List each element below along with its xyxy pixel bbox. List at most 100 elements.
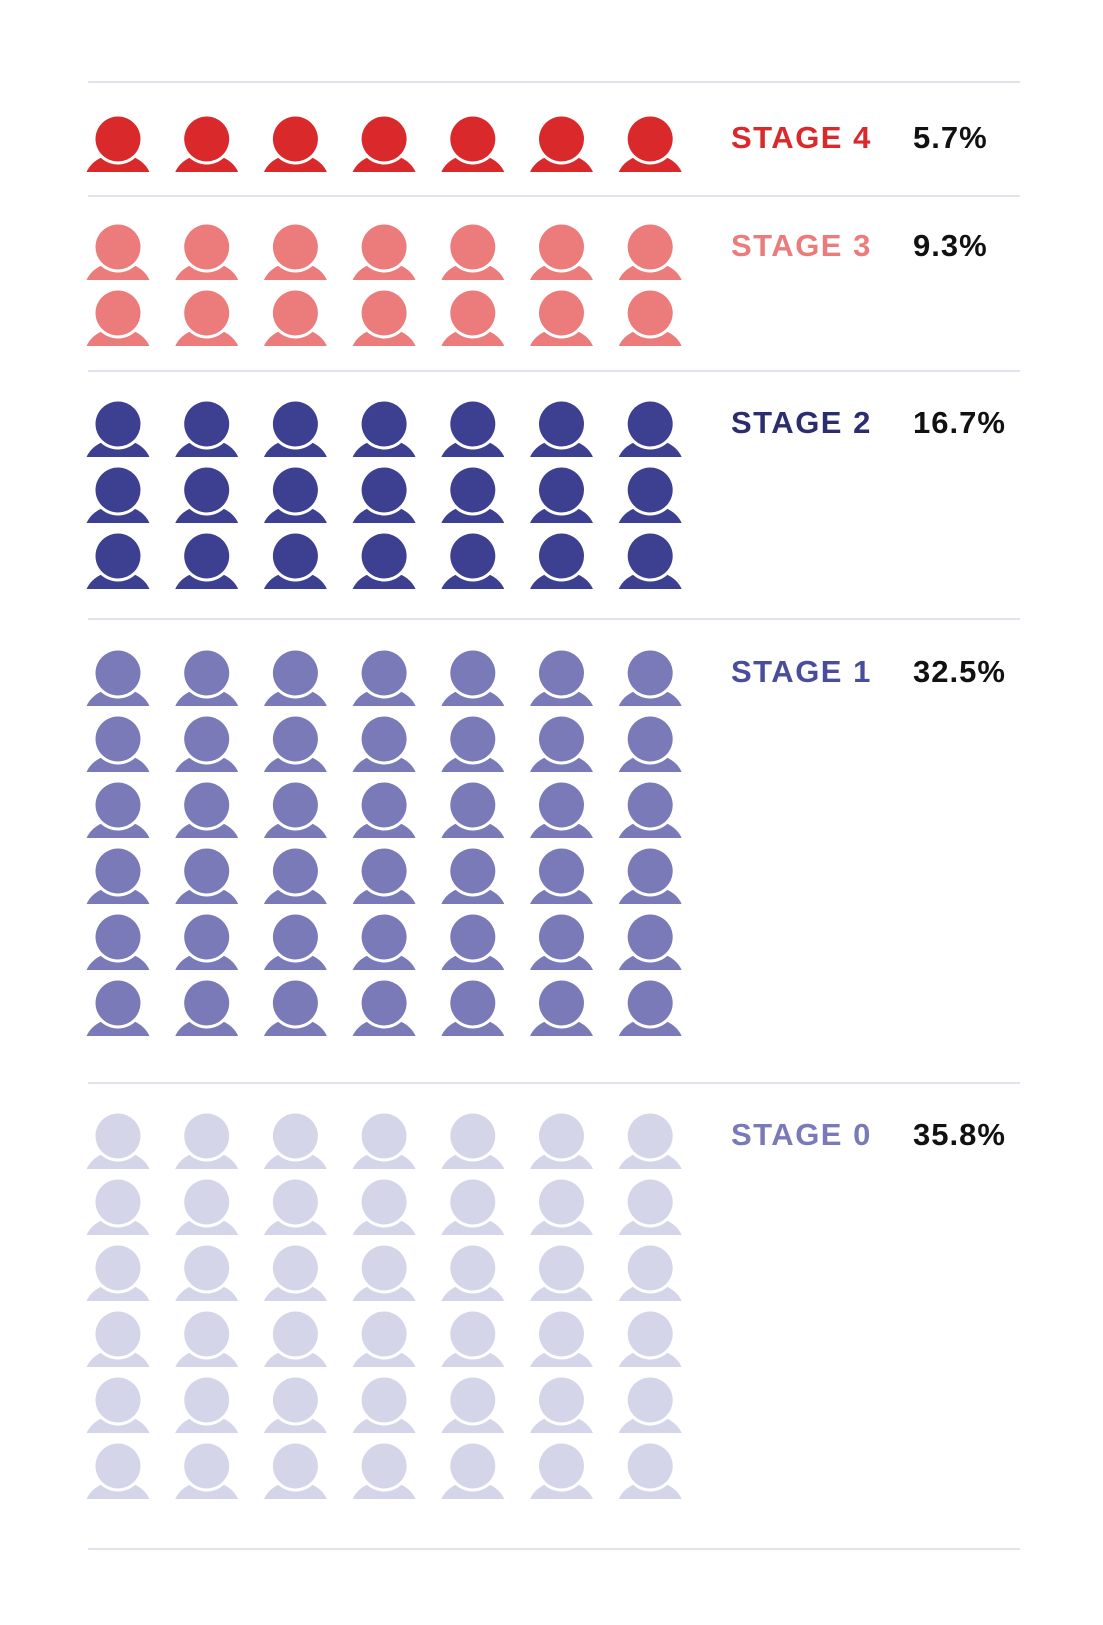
person-icon — [618, 1374, 682, 1433]
stage-value: 5.7% — [913, 120, 988, 155]
person-icon — [530, 779, 593, 838]
person-icon — [264, 398, 327, 457]
person-icon — [264, 911, 327, 970]
person-icon — [441, 1110, 505, 1169]
person-icon — [618, 1176, 682, 1235]
person-icon — [352, 221, 416, 280]
person-icon — [352, 113, 416, 172]
person-icon — [618, 530, 682, 589]
person-icon — [441, 1176, 505, 1235]
person-icon — [441, 221, 505, 280]
person-icon — [175, 1374, 239, 1433]
person-icon — [175, 845, 239, 904]
person-icon — [530, 911, 593, 970]
person-icon — [530, 1176, 593, 1235]
person-icon — [530, 977, 593, 1036]
person-icon — [441, 398, 505, 457]
person-icon — [264, 1374, 327, 1433]
person-icon — [530, 221, 593, 280]
person-icon — [530, 530, 593, 589]
person-icon — [530, 113, 593, 172]
person-icon — [352, 977, 416, 1036]
person-icon — [86, 398, 150, 457]
person-icon — [175, 779, 239, 838]
person-icon — [352, 779, 416, 838]
person-icon — [618, 647, 682, 706]
stage-value: 32.5% — [913, 654, 1006, 689]
person-icon — [264, 1110, 327, 1169]
person-icon — [86, 1308, 150, 1367]
person-icon — [264, 713, 327, 772]
person-icon — [618, 398, 682, 457]
person-icon — [441, 713, 505, 772]
person-icon — [352, 1242, 416, 1301]
stage-label: STAGE 1 — [731, 654, 872, 689]
person-icon — [352, 287, 416, 346]
stage-label: STAGE 4 — [731, 120, 872, 155]
person-icon — [175, 911, 239, 970]
person-icon — [86, 287, 150, 346]
person-icon — [352, 464, 416, 523]
person-icon — [441, 113, 505, 172]
person-icon — [530, 845, 593, 904]
person-icon — [352, 647, 416, 706]
person-icon — [441, 464, 505, 523]
person-icon — [530, 1242, 593, 1301]
person-icon — [530, 1110, 593, 1169]
person-icon — [618, 113, 682, 172]
person-icon — [441, 647, 505, 706]
person-icon — [175, 1440, 239, 1499]
person-icon — [86, 113, 150, 172]
section-dividers — [88, 81, 1020, 1550]
person-icon — [175, 221, 239, 280]
stage-value: 35.8% — [913, 1117, 1006, 1152]
person-icon — [352, 1176, 416, 1235]
person-icon — [441, 1374, 505, 1433]
stage-label: STAGE 0 — [731, 1117, 872, 1152]
person-icon — [530, 647, 593, 706]
person-icon — [618, 1110, 682, 1169]
person-icon — [175, 1242, 239, 1301]
person-icon — [86, 1440, 150, 1499]
person-icon — [86, 1242, 150, 1301]
person-icon — [352, 1440, 416, 1499]
person-icon — [530, 713, 593, 772]
person-icon — [175, 530, 239, 589]
person-icon — [618, 221, 682, 280]
person-icon — [175, 713, 239, 772]
person-icon — [264, 1242, 327, 1301]
person-icon — [86, 779, 150, 838]
person-icon — [618, 1440, 682, 1499]
person-icon — [530, 1374, 593, 1433]
person-icon — [264, 779, 327, 838]
person-icon — [86, 221, 150, 280]
person-icon — [86, 1176, 150, 1235]
person-icon — [441, 1440, 505, 1499]
person-icon — [264, 113, 327, 172]
person-icon — [264, 1176, 327, 1235]
stage-label: STAGE 2 — [731, 405, 872, 440]
person-icon — [175, 464, 239, 523]
person-icon — [175, 287, 239, 346]
person-icon — [618, 1242, 682, 1301]
person-icon — [618, 911, 682, 970]
person-icon — [175, 977, 239, 1036]
person-icon — [441, 287, 505, 346]
person-icon — [618, 1308, 682, 1367]
person-icon — [86, 713, 150, 772]
person-icon — [264, 1440, 327, 1499]
person-icon — [618, 977, 682, 1036]
person-icon — [352, 713, 416, 772]
person-icon — [175, 113, 239, 172]
stage-labels: STAGE 4 5.7% STAGE 3 9.3% STAGE 2 16.7% STAGE … — [731, 120, 1006, 1152]
person-icon — [86, 1110, 150, 1169]
person-icon — [86, 647, 150, 706]
icon-grid — [86, 113, 682, 1499]
person-icon — [530, 398, 593, 457]
person-icon — [175, 647, 239, 706]
person-icon — [352, 398, 416, 457]
person-icon — [175, 398, 239, 457]
person-icon — [264, 845, 327, 904]
person-icon — [618, 287, 682, 346]
